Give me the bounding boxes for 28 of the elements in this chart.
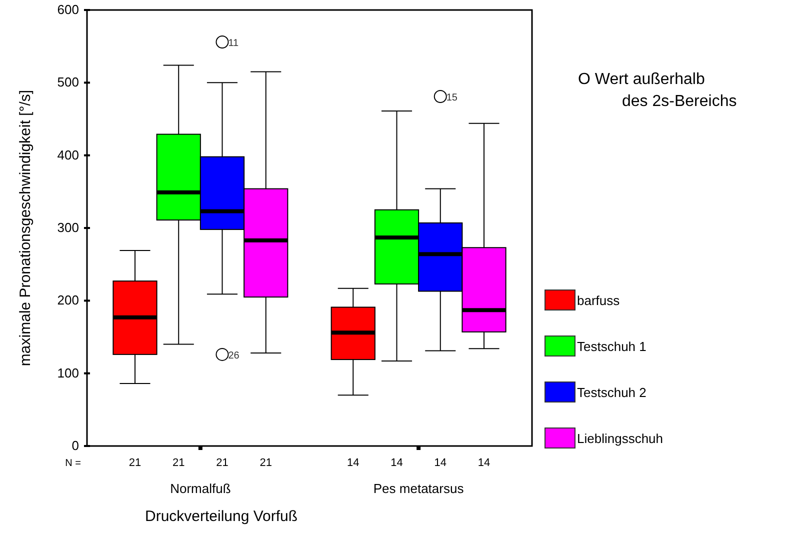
text: 14: [434, 457, 447, 469]
y-tick-label: 0: [72, 438, 79, 453]
text: 14: [478, 457, 490, 469]
x-tick-label: Normalfuß: [170, 481, 231, 496]
legend-label: barfuss: [577, 293, 620, 308]
legend-label: Testschuh 1: [577, 339, 646, 354]
y-tick-label: 400: [57, 147, 79, 162]
y-tick-label: 500: [57, 74, 79, 90]
y-axis-title: maximale Pronationsgeschwindigkeit [°/s]: [17, 90, 34, 366]
y-tick-label: 600: [57, 2, 79, 17]
text: 14: [390, 457, 403, 469]
y-tick-label: 100: [57, 365, 79, 380]
text: 21: [216, 457, 228, 469]
annotation: 11: [228, 38, 240, 49]
legend-label: Testschuh 2: [577, 385, 646, 400]
y-tick-label: 300: [57, 220, 79, 235]
text: 21: [128, 457, 142, 469]
text: 14: [347, 457, 360, 469]
text: 21: [172, 457, 185, 469]
text: N =: [65, 458, 82, 469]
x-axis-title: Druckverteilung Vorfuß: [145, 508, 298, 525]
text: 21: [260, 457, 272, 469]
x-tick-label: Pes metatarsus: [373, 481, 464, 496]
legend-label: Lieblingsschuh: [577, 431, 664, 446]
text: O Wert außerhalb des 2s-Bereichs: [578, 71, 737, 110]
y-tick-label: 200: [57, 292, 79, 308]
annotation: 15: [446, 92, 458, 104]
annotation: 26: [228, 350, 240, 362]
